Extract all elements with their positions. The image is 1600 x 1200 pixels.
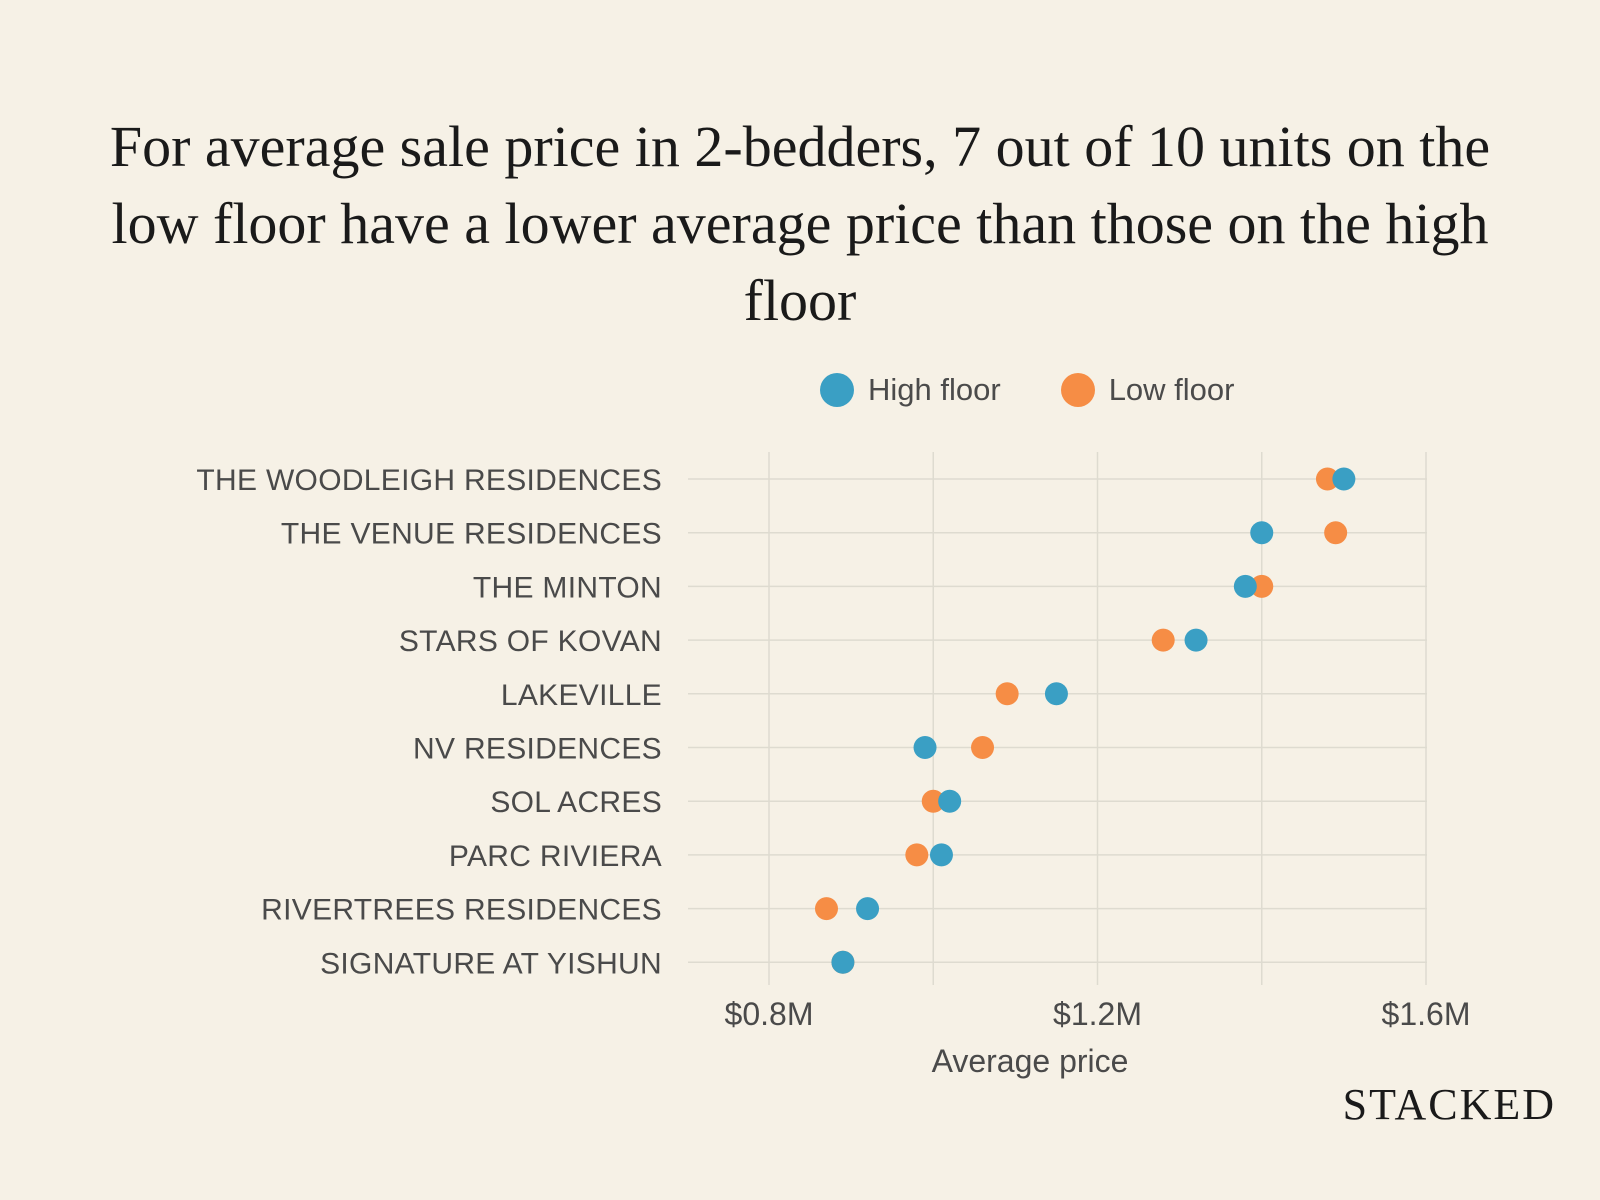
brand-logo: STACKED (1342, 1080, 1556, 1129)
x-axis-title: Average price (932, 1043, 1129, 1079)
x-axis-ticks: $0.8M $1.2M $1.6M (725, 996, 1471, 1032)
chart-title: For average sale price in 2-bedders, 7 o… (109, 114, 1491, 333)
dot-high-floor (831, 950, 855, 974)
category-label: PARC RIVIERA (449, 840, 662, 873)
legend-item-low: Low floor (1060, 372, 1235, 408)
dot-low-floor (971, 736, 995, 759)
dot-high-floor (1250, 521, 1274, 545)
category-label: NV RESIDENCES (413, 733, 662, 766)
dot-high-floor (1044, 682, 1068, 706)
dot-high-floor (1233, 574, 1257, 598)
dot-high-floor (856, 897, 880, 921)
dot-low-floor (1151, 628, 1175, 652)
dot-low-floor (921, 789, 945, 813)
dot-high-floor (929, 843, 953, 867)
category-label: THE VENUE RESIDENCES (281, 518, 662, 551)
dot-high-floor (938, 789, 962, 813)
dot-low-floor (1324, 521, 1348, 545)
category-label: STARS OF KOVAN (399, 625, 662, 658)
legend-label-high: High floor (868, 372, 1001, 407)
category-label: RIVERTREES RESIDENCES (261, 894, 662, 927)
dot-low-floor (814, 897, 838, 921)
dot-low-floor (995, 682, 1019, 706)
category-labels: THE WOODLEIGH RESIDENCES THE VENUE RESIDE… (196, 464, 662, 980)
legend-swatch-high (820, 373, 854, 407)
grid (688, 452, 1427, 985)
data-points (814, 467, 1356, 974)
dot-low-floor (905, 843, 929, 867)
dot-low-floor (1250, 574, 1274, 598)
category-label: THE MINTON (473, 571, 662, 604)
dot-high-floor (913, 736, 937, 759)
x-tick-label: $0.8M (725, 996, 814, 1032)
dot-high-floor (1184, 628, 1208, 652)
dot-high-floor (1332, 467, 1356, 491)
category-label: THE WOODLEIGH RESIDENCES (196, 464, 662, 497)
category-label: LAKEVILLE (501, 679, 662, 712)
legend-item-high: High floor (820, 372, 1001, 408)
category-label: SOL ACRES (490, 786, 662, 819)
x-tick-label: $1.6M (1382, 996, 1471, 1032)
legend-label-low: Low floor (1108, 372, 1235, 407)
category-label: SIGNATURE AT YISHUN (320, 947, 662, 980)
legend-swatch-low (1060, 373, 1095, 407)
legend: High floor Low floor (820, 368, 1294, 412)
x-tick-label: $1.2M (1053, 996, 1142, 1032)
dot-low-floor (1315, 467, 1339, 491)
